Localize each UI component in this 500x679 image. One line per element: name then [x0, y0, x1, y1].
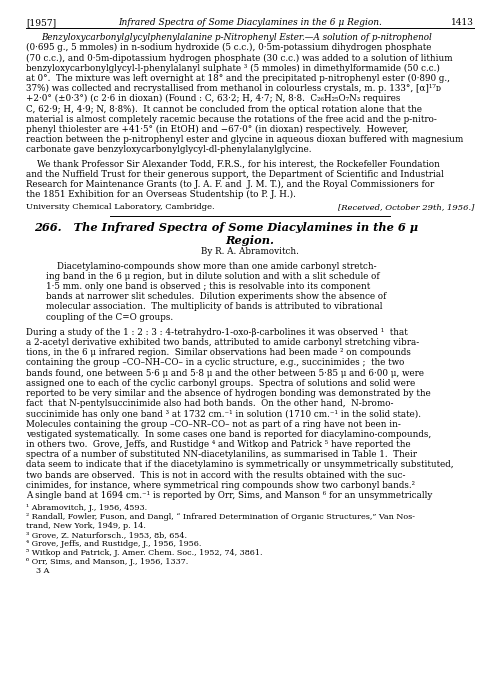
Text: 37%) was collected and recrystallised from methanol in colourless crystals, m. p: 37%) was collected and recrystallised fr… — [26, 84, 441, 93]
Text: Benzyloxycarbonylglycylphenylalanine p-Nitrophenyl Ester.—A solution of p-nitrop: Benzyloxycarbonylglycylphenylalanine p-N… — [41, 33, 432, 42]
Text: bands at narrower slit schedules.  Dilution experiments show the absence of: bands at narrower slit schedules. Diluti… — [46, 292, 386, 301]
Text: reaction between the p-nitrophenyl ester and glycine in aqueous dioxan buffered : reaction between the p-nitrophenyl ester… — [26, 135, 464, 144]
Text: [Received, October 29th, 1956.]: [Received, October 29th, 1956.] — [338, 203, 474, 211]
Text: 266.   The Infrared Spectra of Some Diacylamines in the 6 μ: 266. The Infrared Spectra of Some Diacyl… — [34, 223, 418, 234]
Text: Research for Maintenance Grants (to J. A. F. and  J. M. T.), and the Royal Commi: Research for Maintenance Grants (to J. A… — [26, 180, 434, 189]
Text: at 0°.  The mixture was left overnight at 18° and the precipitated p-nitrophenyl: at 0°. The mixture was left overnight at… — [26, 74, 450, 83]
Text: ing band in the 6 μ region, but in dilute solution and with a slit schedule of: ing band in the 6 μ region, but in dilut… — [46, 272, 380, 281]
Text: By R. A. Abramovitch.: By R. A. Abramovitch. — [201, 247, 299, 257]
Text: tions, in the 6 μ infrared region.  Similar observations had been made ² on comp: tions, in the 6 μ infrared region. Simil… — [26, 348, 411, 357]
Text: coupling of the C=O groups.: coupling of the C=O groups. — [46, 312, 173, 322]
Text: trand, New York, 1949, p. 14.: trand, New York, 1949, p. 14. — [26, 522, 146, 530]
Text: A single band at 1694 cm.⁻¹ is reported by Orr, Sims, and Manson ⁶ for an unsymm: A single band at 1694 cm.⁻¹ is reported … — [26, 491, 432, 500]
Text: Molecules containing the group –CO–NR–CO– not as part of a ring have not been in: Molecules containing the group –CO–NR–CO… — [26, 420, 401, 428]
Text: (70 c.c.), and 0·5m-dipotassium hydrogen phosphate (30 c.c.) was added to a solu: (70 c.c.), and 0·5m-dipotassium hydrogen… — [26, 54, 452, 62]
Text: [1957]: [1957] — [26, 18, 56, 27]
Text: Region.: Region. — [226, 236, 274, 246]
Text: spectra of a number of substituted NN-diacetylanilins, as summarised in Table 1.: spectra of a number of substituted NN-di… — [26, 450, 417, 459]
Text: the 1851 Exhibition for an Overseas Studentship (to P. J. H.).: the 1851 Exhibition for an Overseas Stud… — [26, 190, 296, 199]
Text: 3 A: 3 A — [26, 567, 50, 575]
Text: ³ Grove, Z. Naturforsch., 1953, 8b, 654.: ³ Grove, Z. Naturforsch., 1953, 8b, 654. — [26, 531, 187, 539]
Text: We thank Professor Sir Alexander Todd, F.R.S., for his interest, the Rockefeller: We thank Professor Sir Alexander Todd, F… — [26, 160, 440, 168]
Text: University Chemical Laboratory, Cambridge.: University Chemical Laboratory, Cambridg… — [26, 203, 214, 211]
Text: in others two.  Grove, Jeffs, and Rustidge ⁴ and Witkop and Patrick ⁵ have repor: in others two. Grove, Jeffs, and Rustidg… — [26, 440, 410, 449]
Text: material is almost completely racemic because the rotations of the free acid and: material is almost completely racemic be… — [26, 115, 437, 124]
Text: vestigated systematically.  In some cases one band is reported for diacylamino-c: vestigated systematically. In some cases… — [26, 430, 431, 439]
Text: 1·5 mm. only one band is observed ; this is resolvable into its component: 1·5 mm. only one band is observed ; this… — [46, 282, 370, 291]
Text: fact  that N-pentylsuccinimide also had both bands.  On the other hand,  N-bromo: fact that N-pentylsuccinimide also had b… — [26, 399, 394, 408]
Text: Diacetylamino-compounds show more than one amide carbonyl stretch-: Diacetylamino-compounds show more than o… — [46, 261, 376, 271]
Text: a 2-acetyl derivative exhibited two bands, attributed to amide carbonyl stretchi: a 2-acetyl derivative exhibited two band… — [26, 338, 419, 347]
Text: ⁵ Witkop and Patrick, J. Amer. Chem. Soc., 1952, 74, 3861.: ⁵ Witkop and Patrick, J. Amer. Chem. Soc… — [26, 549, 262, 557]
Text: Infrared Spectra of Some Diacylamines in the 6 μ Region.: Infrared Spectra of Some Diacylamines in… — [118, 18, 382, 27]
Text: C, 62·9; H, 4·9; N, 8·8%).  It cannot be concluded from the optical rotation alo: C, 62·9; H, 4·9; N, 8·8%). It cannot be … — [26, 105, 422, 113]
Text: During a study of the 1 : 2 : 3 : 4-tetrahydro-1-oxo-β-carbolines it was observe: During a study of the 1 : 2 : 3 : 4-tetr… — [26, 328, 408, 337]
Text: carbonate gave benzyloxycarbonylglycyl-dl-phenylalanylglycine.: carbonate gave benzyloxycarbonylglycyl-d… — [26, 145, 312, 154]
Text: bands found, one between 5·6 μ and 5·8 μ and the other between 5·85 μ and 6·00 μ: bands found, one between 5·6 μ and 5·8 μ… — [26, 369, 424, 378]
Text: ² Randall, Fowler, Fuson, and Dangl, “ Infrared Determination of Organic Structu: ² Randall, Fowler, Fuson, and Dangl, “ I… — [26, 513, 415, 521]
Text: benzyloxycarbonylglycyl-l-phenylalanyl sulphate ³ (5 mmoles) in dimethylformamid: benzyloxycarbonylglycyl-l-phenylalanyl s… — [26, 64, 440, 73]
Text: reported to be very similar and the absence of hydrogen bonding was demonstrated: reported to be very similar and the abse… — [26, 389, 431, 398]
Text: molecular association.  The multiplicity of bands is attributed to vibrational: molecular association. The multiplicity … — [46, 302, 382, 312]
Text: ⁶ Orr, Sims, and Manson, J., 1956, 1337.: ⁶ Orr, Sims, and Manson, J., 1956, 1337. — [26, 558, 188, 566]
Text: +2·0° (±0·3°) (c 2·6 in dioxan) (Found : C, 63·2; H, 4·7; N, 8·8.  C₂₆H₂₅O₇N₃ re: +2·0° (±0·3°) (c 2·6 in dioxan) (Found :… — [26, 94, 400, 103]
Text: ⁴ Grove, Jeffs, and Rustidge, J., 1956, 1956.: ⁴ Grove, Jeffs, and Rustidge, J., 1956, … — [26, 540, 202, 548]
Text: containing the group –CO–NH–CO– in a cyclic structure, e.g., succinimides ;  the: containing the group –CO–NH–CO– in a cyc… — [26, 359, 404, 367]
Text: cinimides, for instance, where symmetrical ring compounds show two carbonyl band: cinimides, for instance, where symmetric… — [26, 481, 415, 490]
Text: data seem to indicate that if the diacetylamino is symmetrically or unsymmetrica: data seem to indicate that if the diacet… — [26, 460, 454, 469]
Text: 1413: 1413 — [451, 18, 474, 27]
Text: two bands are observed.  This is not in accord with the results obtained with th: two bands are observed. This is not in a… — [26, 471, 406, 479]
Text: assigned one to each of the cyclic carbonyl groups.  Spectra of solutions and so: assigned one to each of the cyclic carbo… — [26, 379, 415, 388]
Text: phenyl thiolester are +41·5° (in EtOH) and −67·0° (in dioxan) respectively.  How: phenyl thiolester are +41·5° (in EtOH) a… — [26, 125, 408, 134]
Text: (0·695 g., 5 mmoles) in n-sodium hydroxide (5 c.c.), 0·5m-potassium dihydrogen p: (0·695 g., 5 mmoles) in n-sodium hydroxi… — [26, 43, 432, 52]
Text: and the Nuffield Trust for their generous support, the Department of Scientific : and the Nuffield Trust for their generou… — [26, 170, 444, 179]
Text: succinimide has only one band ³ at 1732 cm.⁻¹ in solution (1710 cm.⁻¹ in the sol: succinimide has only one band ³ at 1732 … — [26, 409, 421, 418]
Text: ¹ Abramovitch, J., 1956, 4593.: ¹ Abramovitch, J., 1956, 4593. — [26, 504, 147, 512]
